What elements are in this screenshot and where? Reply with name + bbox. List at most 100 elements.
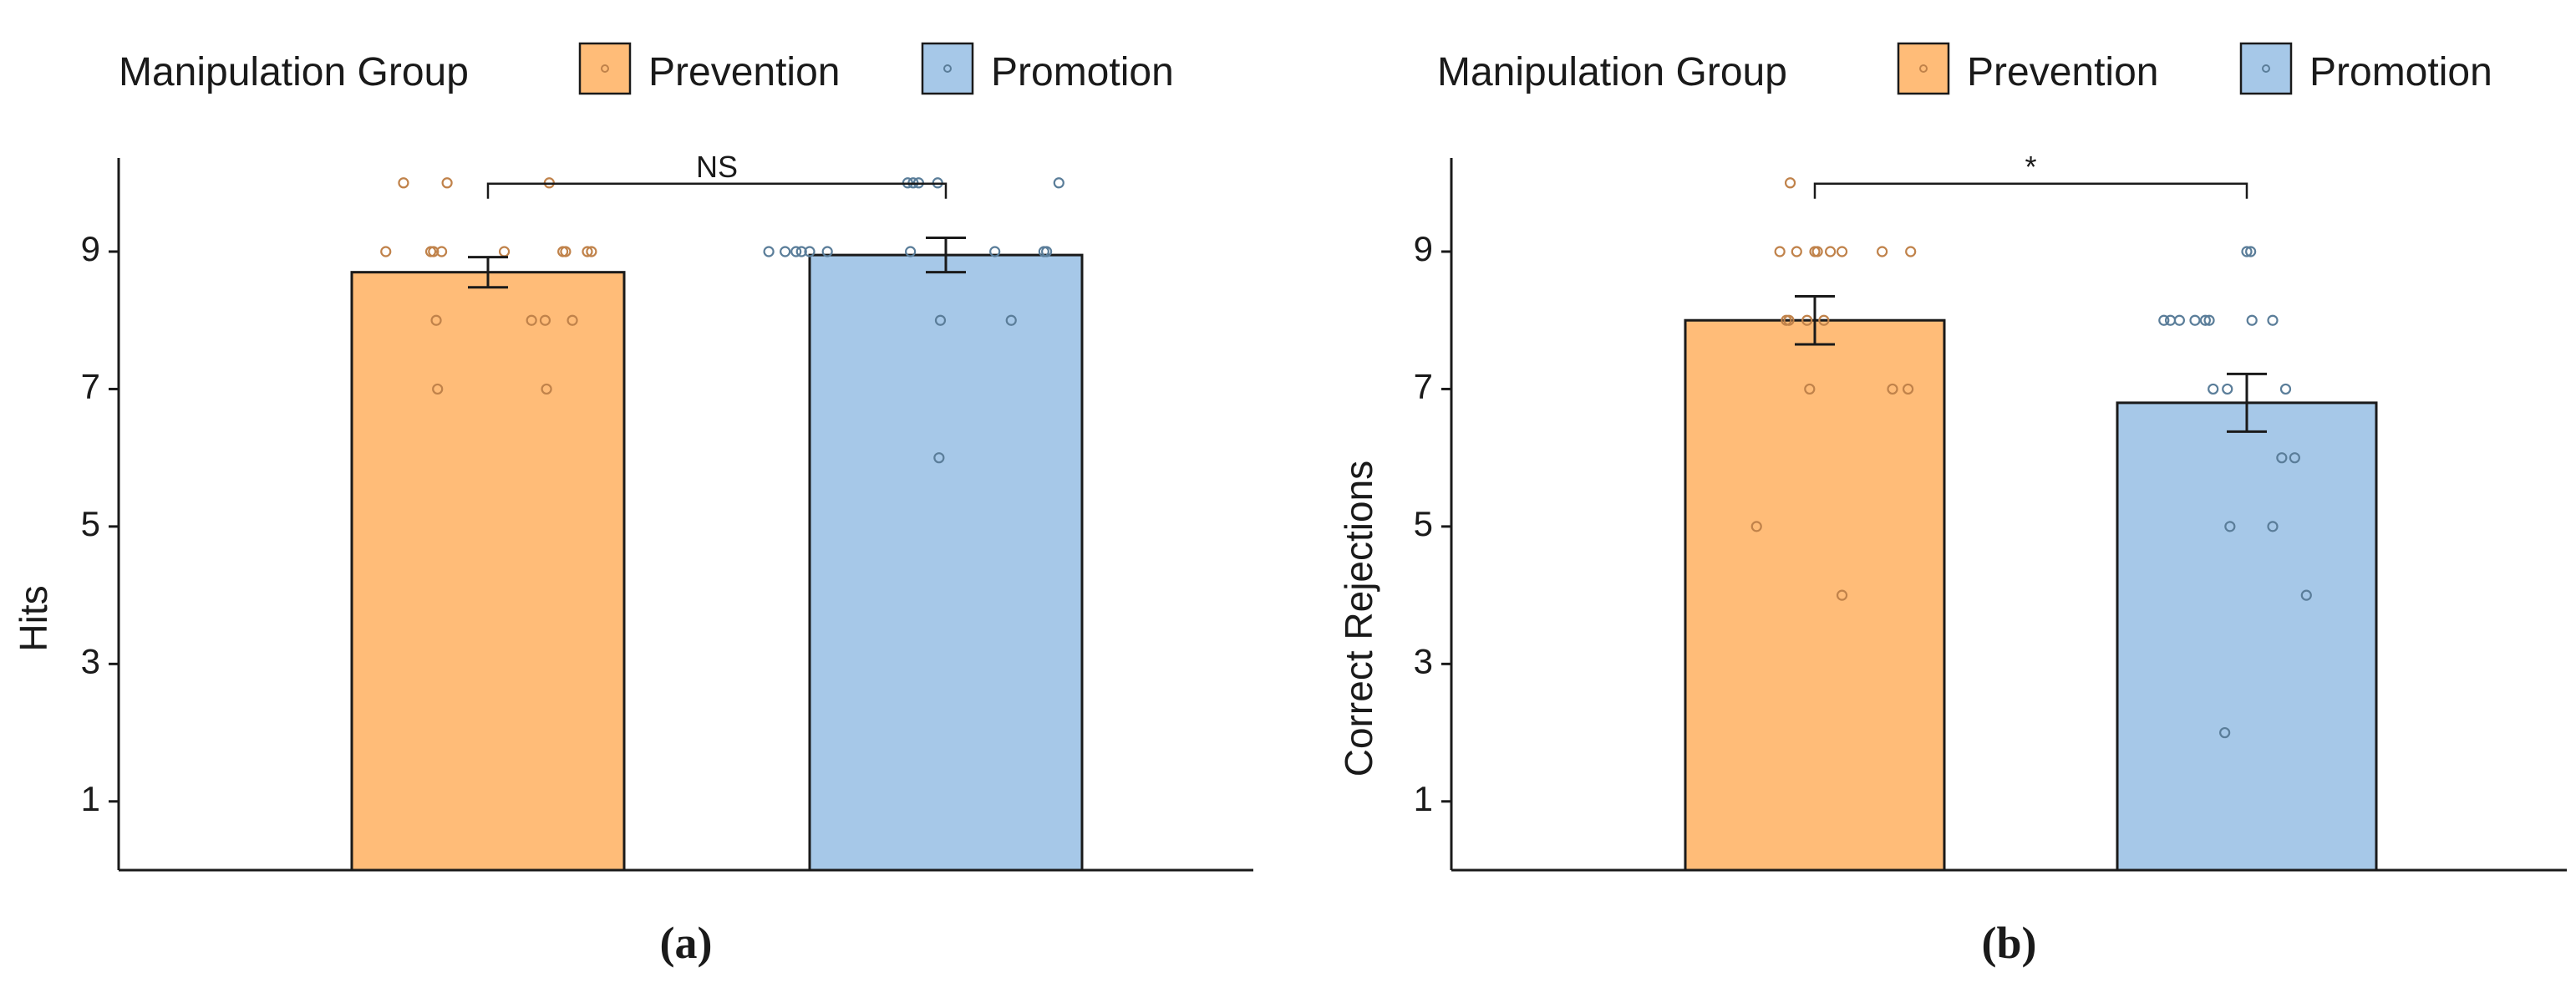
legend-point-promotion [943, 64, 952, 73]
y-tick-label: 5 [81, 504, 100, 543]
data-point-prevention [1774, 246, 1786, 257]
bar-promotion [808, 253, 1084, 872]
legend-title: Manipulation Group [1437, 50, 1787, 94]
y-tick-label: 7 [81, 367, 100, 406]
data-point-promotion [795, 246, 807, 257]
data-point-prevention [1877, 246, 1888, 257]
data-point-promotion [2158, 314, 2170, 326]
data-point-promotion [804, 246, 815, 257]
legend-point-promotion [2262, 64, 2270, 73]
data-point-prevention [428, 246, 439, 257]
data-point-prevention [1905, 246, 1917, 257]
data-point-promotion [2203, 314, 2215, 326]
data-point-prevention [1784, 177, 1796, 189]
data-point-prevention [560, 246, 572, 257]
legend-swatch-prevention [1897, 42, 1950, 95]
data-point-promotion [2222, 383, 2233, 395]
data-point-promotion [763, 246, 775, 257]
significance-label: * [2025, 150, 2036, 184]
data-point-promotion [2199, 314, 2211, 326]
data-point-prevention [1783, 314, 1795, 326]
data-point-promotion [2173, 314, 2185, 326]
error-bar-promotion [926, 237, 966, 274]
data-point-prevention [567, 314, 578, 326]
data-point-promotion [2224, 521, 2236, 532]
data-point-promotion [2164, 314, 2177, 326]
data-point-promotion [905, 246, 917, 257]
error-bar-promotion [2227, 372, 2267, 433]
data-point-prevention [498, 246, 511, 257]
data-point-prevention [1836, 246, 1848, 257]
bracket-line [486, 182, 948, 199]
data-point-promotion [2219, 726, 2231, 739]
legend-swatch-promotion [921, 42, 974, 95]
data-point-prevention [435, 246, 448, 257]
y-tick-label: 1 [81, 779, 100, 818]
data-point-prevention [1903, 383, 1914, 395]
panel-label: (b) [1982, 918, 2037, 968]
legend-label-prevention: Prevention [1967, 50, 2158, 94]
legend: Manipulation Group Prevention Promotion [119, 42, 1174, 95]
legend-title: Manipulation Group [119, 50, 469, 94]
data-point-prevention [541, 383, 552, 395]
data-point-prevention [398, 177, 409, 189]
chart-panel-b: Manipulation Group Prevention Promotion Cor… [1337, 42, 2567, 968]
data-point-prevention [1836, 589, 1848, 601]
legend-swatch-prevention [578, 42, 632, 95]
legend-point-prevention [601, 64, 609, 73]
error-bar-prevention [1795, 294, 1835, 346]
bar-prevention [1684, 318, 1946, 872]
y-axis-label: Hits [12, 585, 55, 651]
data-point-promotion [790, 246, 802, 257]
data-point-prevention [1818, 314, 1830, 326]
data-point-promotion [2276, 452, 2288, 464]
bracket-line [1813, 182, 2248, 199]
data-point-prevention [539, 314, 551, 326]
data-point-prevention [1801, 314, 1813, 326]
y-tick-label: 9 [81, 229, 100, 268]
data-point-promotion [2189, 314, 2201, 326]
bar-prevention [350, 271, 626, 872]
data-point-promotion [780, 246, 791, 257]
data-point-prevention [380, 246, 392, 257]
data-point-promotion [821, 246, 833, 257]
panel-label: (a) [660, 918, 713, 968]
y-tick-label: 5 [1414, 504, 1433, 543]
significance-label: NS [696, 150, 738, 184]
data-point-promotion [1053, 177, 1064, 189]
data-point-promotion [989, 246, 1001, 257]
chart-panel-a: Manipulation Group Prevention Promotion Hit… [12, 42, 1253, 968]
significance-bracket: * [1813, 150, 2248, 199]
data-point-promotion [2300, 589, 2312, 601]
data-point-promotion [933, 452, 945, 464]
legend-point-prevention [1919, 64, 1928, 73]
y-axis-label: Correct Rejections [1337, 461, 1380, 777]
data-point-promotion [2267, 314, 2279, 326]
data-point-promotion [2267, 521, 2279, 532]
data-point-promotion [2208, 383, 2219, 395]
data-point-promotion [2245, 246, 2257, 257]
data-point-prevention [1825, 246, 1837, 257]
legend-swatch-promotion [2239, 42, 2293, 95]
data-point-promotion [2246, 314, 2258, 326]
data-point-prevention [1887, 383, 1898, 395]
data-point-prevention [1791, 246, 1802, 257]
data-point-promotion [2289, 452, 2300, 464]
y-tick-label: 1 [1414, 779, 1433, 818]
data-point-promotion [2279, 383, 2292, 395]
significance-bracket: NS [486, 150, 948, 199]
data-point-prevention [441, 177, 453, 189]
legend: Manipulation Group Prevention Promotion [1437, 42, 2492, 95]
data-point-prevention [526, 314, 537, 326]
data-point-prevention [582, 246, 593, 257]
data-point-prevention [1750, 521, 1762, 532]
data-point-prevention [586, 246, 597, 257]
data-point-prevention [432, 383, 444, 395]
y-tick-label: 3 [1414, 641, 1433, 680]
error-bar-prevention [468, 256, 508, 289]
y-tick-label: 3 [81, 641, 100, 680]
data-point-prevention [1804, 383, 1816, 395]
legend-label-promotion: Promotion [991, 50, 1174, 94]
data-point-prevention [430, 314, 442, 326]
